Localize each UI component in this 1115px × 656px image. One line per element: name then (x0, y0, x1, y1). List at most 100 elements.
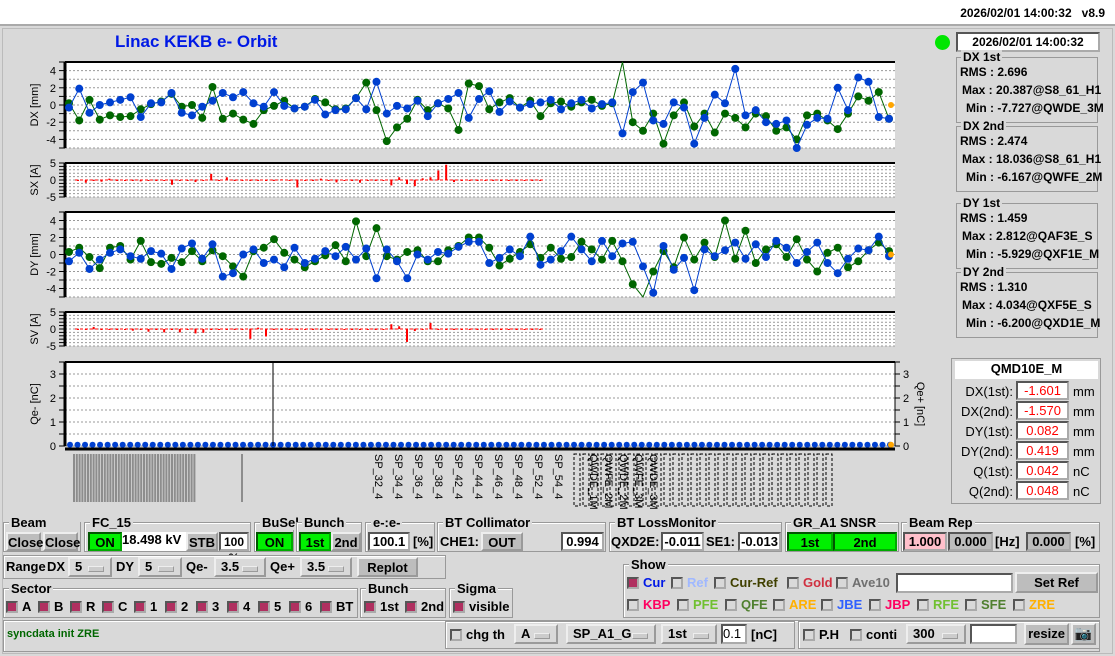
show-kbp-checkbox[interactable]: KBP (627, 597, 670, 612)
sector-checkbox-5[interactable]: 5 (258, 599, 281, 614)
checkbox-icon[interactable] (850, 629, 862, 641)
data-point (557, 247, 565, 256)
sector-checkbox-4[interactable]: 4 (227, 599, 250, 614)
show-are-checkbox[interactable]: ARE (773, 597, 816, 612)
rms-row: RMS : 2.474 (960, 134, 1028, 148)
range-dy-dropdown[interactable]: 5 (138, 557, 182, 577)
sector-checkbox-r[interactable]: R (70, 599, 95, 614)
busel-on-button[interactable]: ON (256, 532, 293, 551)
chg-th-checkbox[interactable]: chg th (450, 627, 505, 642)
data-point (546, 243, 555, 252)
sector-checkbox-1[interactable]: 1 (134, 599, 157, 614)
fc15-on-button[interactable]: ON (88, 532, 122, 551)
gr-2nd-button[interactable]: 2nd (833, 532, 897, 551)
sector-checkbox-6[interactable]: 6 (289, 599, 312, 614)
chg-threshold-input[interactable]: 0.1 (721, 624, 747, 644)
checkbox-icon[interactable] (364, 601, 376, 613)
checkbox-icon[interactable] (821, 599, 833, 611)
count-dropdown[interactable]: 300 (906, 624, 966, 644)
sector-checkbox-b[interactable]: B (38, 599, 63, 614)
sigma-visible-checkbox[interactable]: visible (453, 599, 509, 614)
show-qfe-checkbox[interactable]: QFE (725, 597, 768, 612)
checkbox-icon[interactable] (627, 599, 639, 611)
show-ref-checkbox[interactable]: Ref (671, 575, 708, 590)
checkbox-icon[interactable] (1013, 599, 1025, 611)
checkbox-icon[interactable] (836, 577, 848, 589)
data-point (844, 263, 852, 272)
checkbox-icon[interactable] (102, 601, 114, 613)
checkbox-icon[interactable] (6, 601, 18, 613)
checkbox-icon[interactable] (70, 601, 82, 613)
checkbox-icon[interactable] (227, 601, 239, 613)
checkbox-icon[interactable] (725, 599, 737, 611)
che1-state-button[interactable]: OUT (481, 532, 523, 551)
show-zre-checkbox[interactable]: ZRE (1013, 597, 1055, 612)
checkbox-icon[interactable] (453, 601, 465, 613)
range-qem-dropdown[interactable]: 3.5 (214, 557, 266, 577)
chg-sector-dropdown[interactable]: A (514, 624, 558, 644)
bunch-visible-2nd[interactable]: 2nd (405, 599, 444, 614)
show-gold-checkbox[interactable]: Gold (787, 575, 833, 590)
checkbox-icon[interactable] (965, 599, 977, 611)
checkbox-icon[interactable] (869, 599, 881, 611)
show-pfe-checkbox[interactable]: PFE (677, 597, 718, 612)
replot-button[interactable]: Replot (357, 557, 418, 577)
beam-gate-close-1-button[interactable]: Close (6, 532, 43, 551)
show-cur-checkbox[interactable]: Cur (627, 575, 665, 590)
selected-row-value: 0.042 (1016, 461, 1069, 480)
ref-input[interactable] (896, 573, 1013, 593)
charge-point (653, 441, 660, 448)
checkbox-icon[interactable] (627, 577, 639, 589)
beam-gate-close-2-button[interactable]: Close (43, 532, 80, 551)
checkbox-icon[interactable] (258, 601, 270, 613)
charge-point (540, 441, 547, 448)
sector-checkbox-3[interactable]: 3 (196, 599, 219, 614)
bunch-visible-1st[interactable]: 1st (364, 599, 399, 614)
checkbox-icon[interactable] (803, 629, 815, 641)
show-ave10-checkbox[interactable]: Ave10 (836, 575, 890, 590)
checkbox-icon[interactable] (677, 599, 689, 611)
gr-1st-button[interactable]: 1st (787, 532, 833, 551)
checkbox-icon[interactable] (320, 601, 332, 613)
sector-checkbox-a[interactable]: A (6, 599, 31, 614)
checkbox-icon[interactable] (714, 577, 726, 589)
conti-checkbox[interactable]: conti (850, 627, 897, 642)
charge-point (871, 441, 878, 448)
steer-bar (84, 329, 87, 330)
checkbox-icon[interactable] (405, 601, 417, 613)
show-cur-ref-checkbox[interactable]: Cur-Ref (714, 575, 778, 590)
checkbox-icon[interactable] (134, 601, 146, 613)
range-dx-dropdown[interactable]: 5 (68, 557, 112, 577)
chg-bunch-dropdown[interactable]: 1st (661, 624, 717, 644)
range-qep-dropdown[interactable]: 3.5 (300, 557, 352, 577)
data-point (208, 82, 217, 91)
checkbox-icon[interactable] (917, 599, 929, 611)
bunch-2nd-button[interactable]: 2nd (331, 532, 361, 551)
checkbox-icon[interactable] (450, 629, 462, 641)
data-point (136, 105, 145, 114)
show-jbp-checkbox[interactable]: JBP (869, 597, 910, 612)
checkbox-icon[interactable] (787, 577, 799, 589)
ph-input[interactable] (970, 624, 1017, 644)
steer-bar (108, 178, 111, 180)
show-rfe-checkbox[interactable]: RFE (917, 597, 959, 612)
checkbox-icon[interactable] (773, 599, 785, 611)
camera-button[interactable]: 📷 (1071, 623, 1096, 645)
checkbox-icon[interactable] (196, 601, 208, 613)
x-tick-label-dense (176, 454, 179, 502)
checkbox-icon[interactable] (165, 601, 177, 613)
fc15-stb-button[interactable]: STB (186, 532, 218, 551)
bunch-1st-button[interactable]: 1st (299, 532, 331, 551)
checkbox-icon[interactable] (671, 577, 683, 589)
sector-checkbox-bt[interactable]: BT (320, 599, 353, 614)
resize-button[interactable]: resize (1024, 623, 1069, 645)
set-ref-button[interactable]: Set Ref (1015, 572, 1098, 593)
show-sfe-checkbox[interactable]: SFE (965, 597, 1006, 612)
checkbox-icon[interactable] (289, 601, 301, 613)
chg-monitor-dropdown[interactable]: SP_A1_G (566, 624, 656, 644)
ph-checkbox[interactable]: P.H (803, 627, 839, 642)
show-jbe-checkbox[interactable]: JBE (821, 597, 862, 612)
sector-checkbox-c[interactable]: C (102, 599, 127, 614)
checkbox-icon[interactable] (38, 601, 50, 613)
sector-checkbox-2[interactable]: 2 (165, 599, 188, 614)
